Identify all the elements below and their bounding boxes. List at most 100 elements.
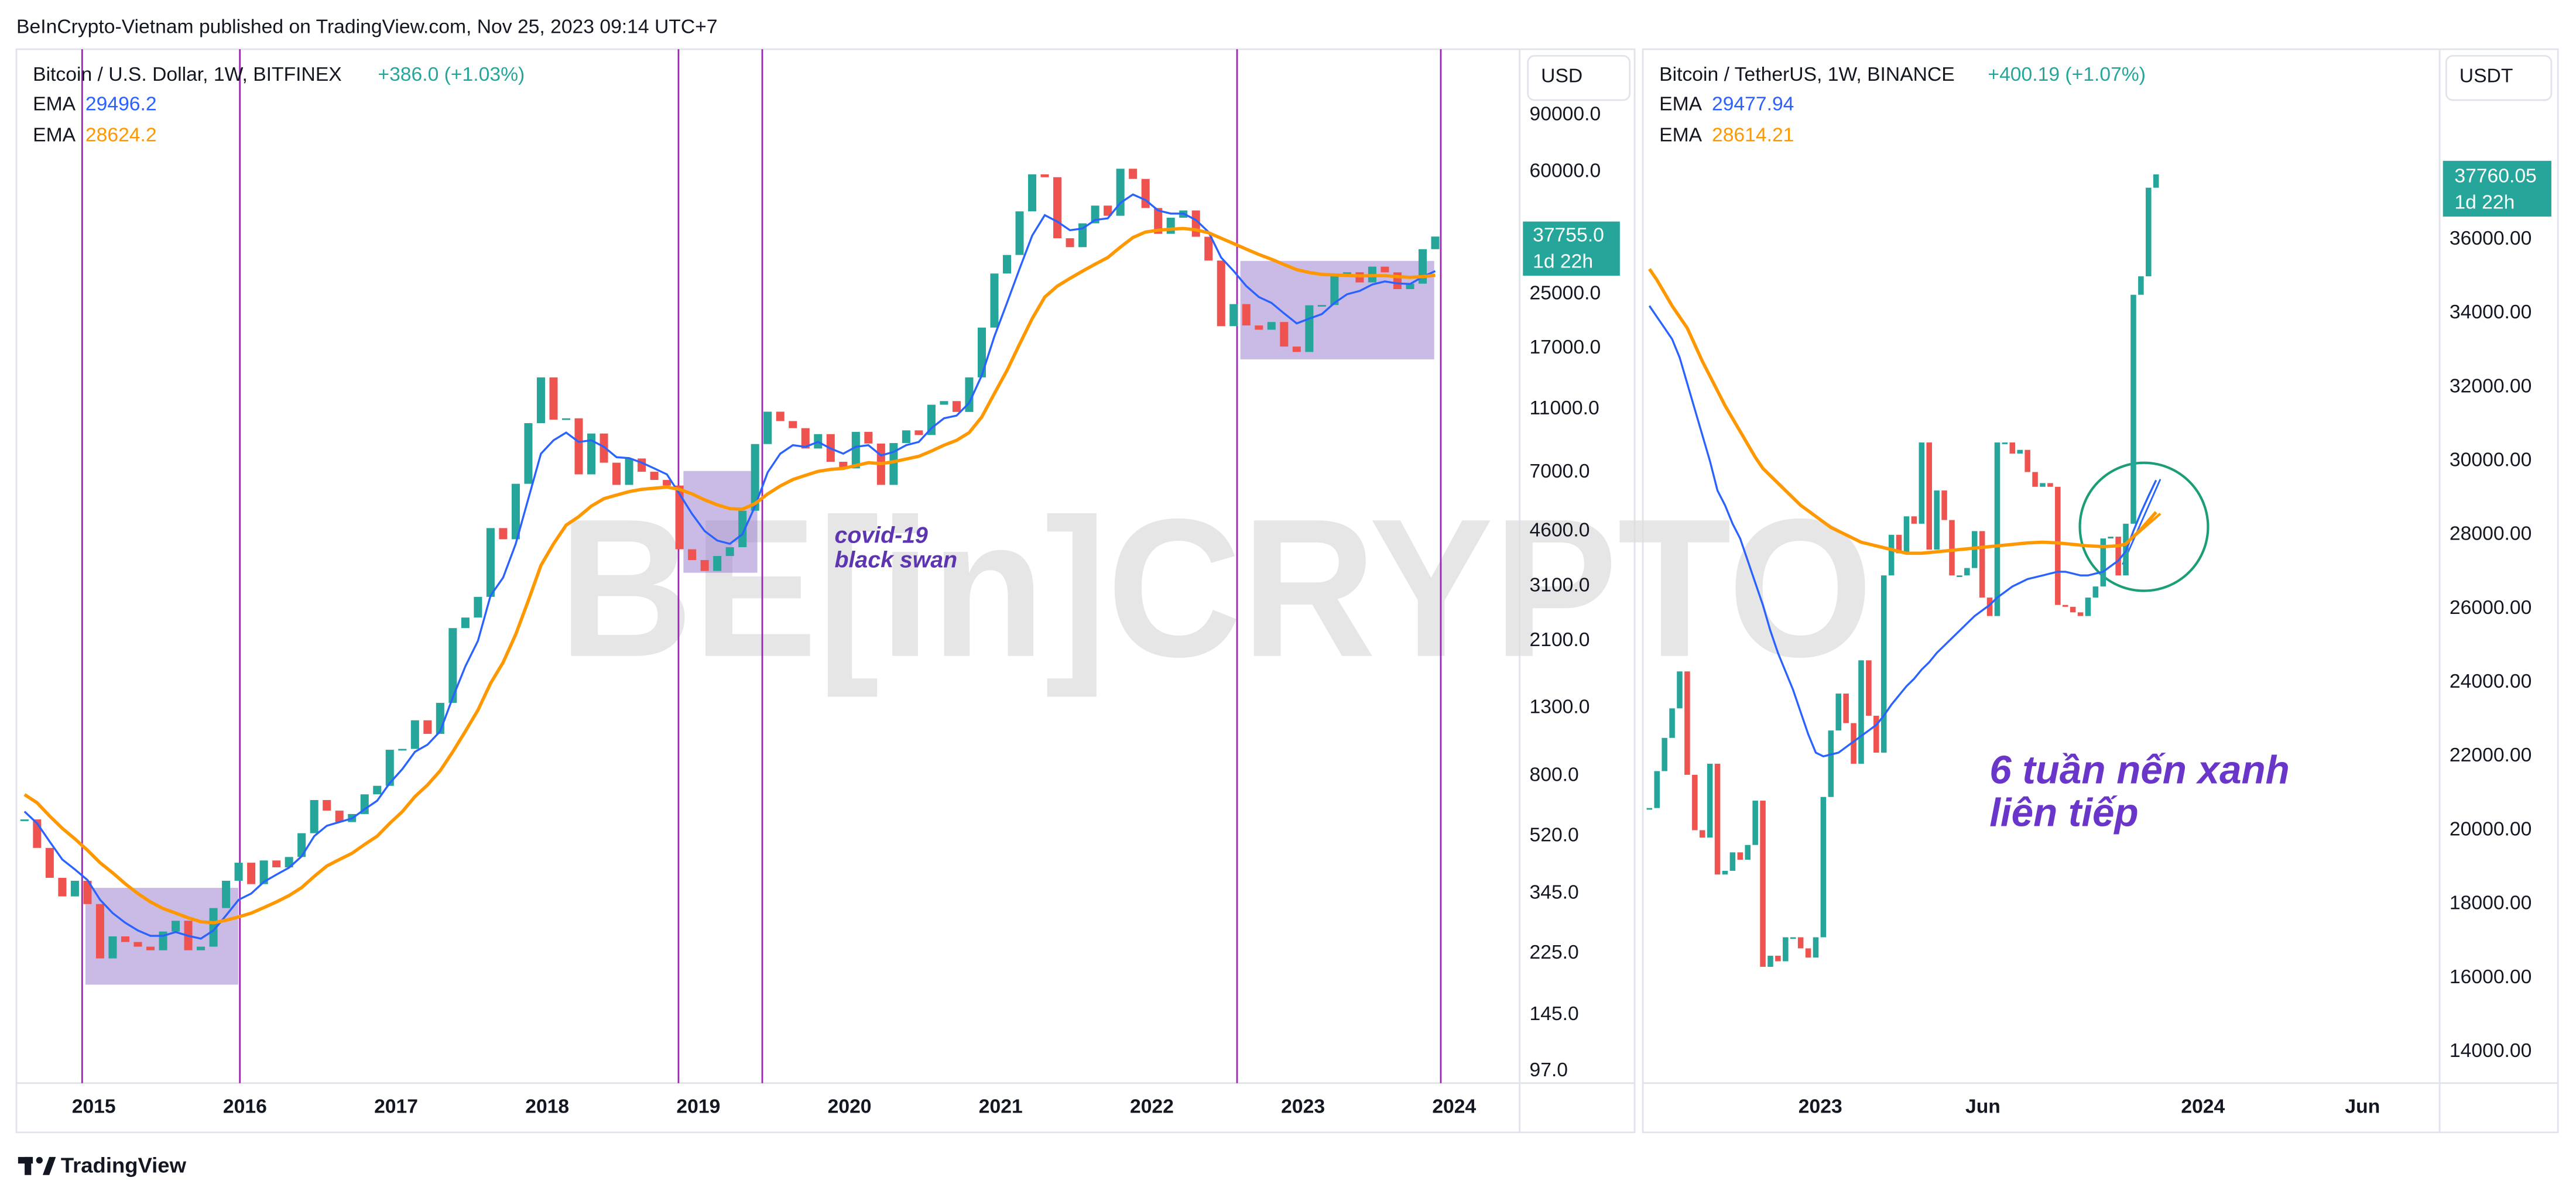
candle	[133, 942, 142, 947]
candle	[1866, 660, 1872, 716]
candle	[1752, 801, 1758, 845]
y-tick-label: 34000.00	[2450, 301, 2532, 323]
legend-value: 28614.21	[1712, 125, 1794, 146]
candle	[2077, 612, 2084, 616]
candle	[2062, 605, 2068, 607]
candle	[1154, 208, 1163, 234]
candle	[1851, 723, 1856, 764]
candle	[725, 547, 734, 557]
legend-value: 29477.94	[1712, 93, 1794, 115]
price-tag-countdown: 1d 22h	[2454, 192, 2515, 214]
y-tick-label: 28000.00	[2450, 523, 2532, 545]
candle	[977, 327, 986, 377]
y-tick-label: 25000.0	[1530, 283, 1601, 304]
trend-arrow	[2122, 479, 2161, 565]
candle	[536, 377, 545, 424]
candle	[70, 880, 79, 897]
candle	[1729, 852, 1736, 871]
candle	[914, 430, 923, 435]
candle	[410, 720, 419, 749]
candle	[423, 720, 432, 734]
candle	[448, 628, 457, 703]
candle	[1911, 516, 1917, 524]
legend-name: EMA	[33, 125, 76, 146]
candle	[1775, 956, 1781, 962]
candle	[1692, 774, 1698, 830]
price-tag-value: 37760.05	[2454, 166, 2536, 187]
candle	[751, 444, 759, 511]
candle	[1066, 238, 1074, 248]
candle	[776, 411, 785, 421]
candle	[990, 273, 999, 328]
candle	[952, 401, 961, 412]
highlight-circle	[2078, 461, 2210, 592]
candle	[864, 431, 873, 444]
candle	[1714, 763, 1721, 875]
candle	[1317, 305, 1326, 307]
currency-label[interactable]: USD	[1541, 66, 1582, 87]
x-tick-label: 2023	[1799, 1096, 1842, 1118]
currency-button[interactable]	[2445, 54, 2553, 101]
candle	[625, 458, 633, 485]
candle	[197, 946, 205, 950]
candle	[587, 433, 596, 475]
candle	[1949, 520, 1955, 576]
candle	[1805, 948, 1811, 958]
currency-label[interactable]: USDT	[2459, 66, 2513, 87]
candle	[524, 423, 533, 484]
y-tick-label: 3100.0	[1530, 575, 1590, 596]
annotation: black swan	[835, 547, 958, 572]
candle	[2115, 536, 2121, 576]
y-tick-label: 7000.0	[1530, 461, 1590, 482]
y-tick-label: 14000.00	[2450, 1040, 2532, 1062]
candle	[1979, 531, 1985, 598]
tradingview-logo	[18, 1156, 56, 1175]
candle	[1964, 568, 1970, 576]
candle	[323, 800, 331, 811]
candle	[1797, 937, 1804, 949]
candle	[1267, 322, 1276, 330]
candle	[1104, 205, 1112, 216]
candle	[2108, 536, 2113, 539]
price-tag	[2443, 160, 2551, 217]
candle	[297, 833, 306, 857]
legend-value: 29496.2	[85, 93, 157, 115]
candle	[1305, 305, 1314, 352]
x-tick-label: 2022	[1130, 1096, 1174, 1118]
candle	[2100, 538, 2106, 587]
candle	[259, 860, 268, 884]
symbol-title: Bitcoin / TetherUS, 1W, BINANCE	[1659, 64, 1955, 85]
x-tick-label: 2024	[2181, 1096, 2225, 1118]
x-tick-label: 2021	[979, 1096, 1023, 1118]
candle	[1843, 694, 1849, 723]
ema-line	[23, 193, 1436, 940]
candle	[561, 418, 571, 420]
y-tick-label: 16000.00	[2450, 966, 2532, 988]
candle	[1699, 830, 1705, 838]
left-drawings	[81, 49, 1442, 1083]
price-tag	[1523, 221, 1620, 276]
candle	[1888, 534, 1895, 576]
candle	[474, 596, 482, 618]
x-tick-label: 2015	[72, 1096, 116, 1118]
candle	[360, 794, 369, 814]
candle	[310, 800, 318, 833]
candle	[1255, 325, 1263, 330]
candle	[1783, 937, 1789, 962]
y-tick-label: 36000.00	[2450, 228, 2532, 249]
candle	[713, 556, 722, 571]
candle	[1880, 575, 1887, 753]
candle	[58, 877, 67, 897]
candle	[763, 411, 772, 444]
logo-part	[25, 1156, 32, 1175]
candle	[1002, 255, 1012, 274]
candle	[1745, 845, 1751, 860]
candle	[1760, 801, 1766, 967]
candle	[20, 819, 29, 821]
candle	[335, 811, 344, 822]
annotation: covid-19	[835, 522, 929, 548]
candle	[95, 904, 104, 959]
candle	[1903, 516, 1910, 554]
currency-button[interactable]	[1527, 54, 1631, 101]
candle	[373, 785, 382, 795]
